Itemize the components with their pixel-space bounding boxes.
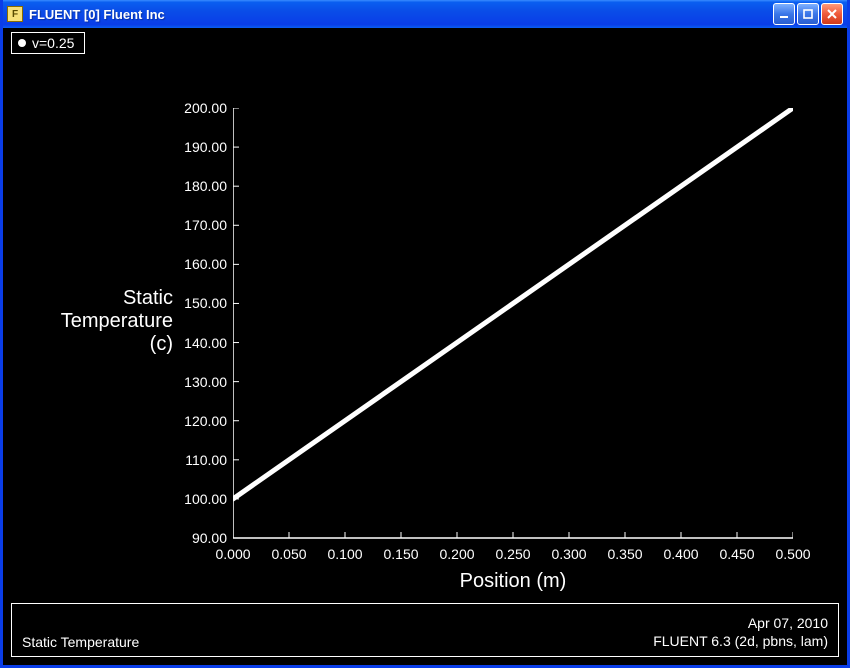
y-tick-label: 160.00 — [171, 256, 227, 272]
x-tick-label: 0.200 — [439, 546, 474, 562]
close-button[interactable] — [821, 3, 843, 25]
legend-marker-icon — [18, 39, 26, 47]
window-title: FLUENT [0] Fluent Inc — [29, 7, 773, 22]
y-tick-label: 100.00 — [171, 491, 227, 507]
footer: Static Temperature Apr 07, 2010 FLUENT 6… — [11, 603, 839, 657]
y-tick-label: 90.00 — [171, 530, 227, 546]
y-tick-label: 140.00 — [171, 335, 227, 351]
y-tick-label: 150.00 — [171, 295, 227, 311]
x-tick-label: 0.050 — [271, 546, 306, 562]
x-tick-label: 0.150 — [383, 546, 418, 562]
plot-area — [233, 108, 793, 538]
y-tick-label: 200.00 — [171, 100, 227, 116]
y-tick-label: 120.00 — [171, 413, 227, 429]
plot-svg — [233, 108, 793, 550]
x-tick-label: 0.300 — [551, 546, 586, 562]
content-area: v=0.25 Static Temperature (c) Position (… — [3, 28, 847, 665]
footer-date: Apr 07, 2010 — [653, 614, 828, 632]
y-tick-label: 190.00 — [171, 139, 227, 155]
y-tick-label: 180.00 — [171, 178, 227, 194]
x-tick-label: 0.000 — [215, 546, 250, 562]
legend: v=0.25 — [11, 32, 85, 54]
x-tick-label: 0.500 — [775, 546, 810, 562]
y-tick-label: 130.00 — [171, 374, 227, 390]
titlebar[interactable]: F FLUENT [0] Fluent Inc — [3, 0, 847, 28]
x-axis-label: Position (m) — [233, 570, 793, 593]
x-tick-label: 0.100 — [327, 546, 362, 562]
footer-version: FLUENT 6.3 (2d, pbns, lam) — [653, 632, 828, 650]
footer-left: Static Temperature — [22, 634, 139, 650]
y-tick-label: 110.00 — [171, 452, 227, 468]
chart: Static Temperature (c) Position (m) 90.0… — [3, 68, 847, 595]
app-icon: F — [7, 6, 23, 22]
maximize-button[interactable] — [797, 3, 819, 25]
app-window: F FLUENT [0] Fluent Inc v=0.25 Static Te… — [0, 0, 850, 668]
minimize-button[interactable] — [773, 3, 795, 25]
window-controls — [773, 3, 843, 25]
x-tick-label: 0.350 — [607, 546, 642, 562]
y-axis-label: Static Temperature (c) — [13, 287, 173, 356]
x-tick-label: 0.250 — [495, 546, 530, 562]
x-tick-label: 0.400 — [663, 546, 698, 562]
x-tick-label: 0.450 — [719, 546, 754, 562]
legend-label: v=0.25 — [32, 35, 74, 51]
y-tick-label: 170.00 — [171, 217, 227, 233]
footer-right: Apr 07, 2010 FLUENT 6.3 (2d, pbns, lam) — [653, 614, 828, 650]
